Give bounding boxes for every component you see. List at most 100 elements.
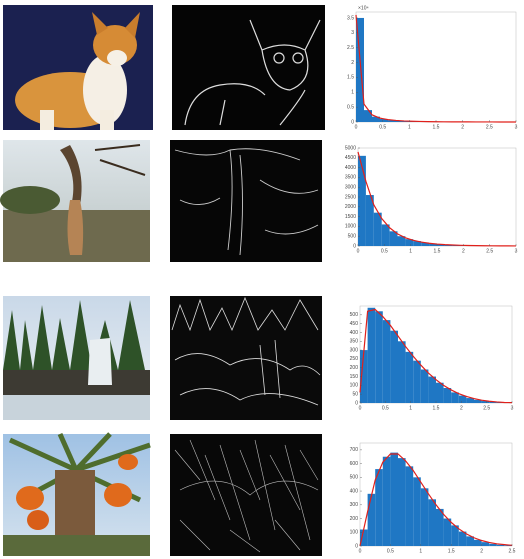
x-tick-label: 1.5 xyxy=(434,248,441,254)
histogram-bar xyxy=(383,320,391,403)
y-tick-label: 2500 xyxy=(345,194,356,200)
y-tick-label: 300 xyxy=(350,347,359,353)
histogram-bar xyxy=(451,392,459,403)
histogram-bar xyxy=(375,311,383,403)
y-tick-label: 0 xyxy=(353,243,356,249)
y-tick-label: 450 xyxy=(350,321,359,327)
x-tick-label: 3 xyxy=(515,124,518,130)
plot-area xyxy=(356,12,516,122)
histogram-bar xyxy=(421,369,429,403)
x-tick-label: 0 xyxy=(357,248,360,254)
x-tick-label: 2.5 xyxy=(509,548,516,554)
edge-map-gazelle xyxy=(170,140,322,262)
y-tick-label: 0 xyxy=(351,119,354,125)
photo-gazelle xyxy=(0,140,150,262)
y-tick-label: 4500 xyxy=(345,155,356,161)
histogram-bar xyxy=(428,499,436,546)
photo-waterfall xyxy=(3,296,150,420)
histogram-chart: 0 0.5 1 1.5 2 2.5 3 0 0.5 1 1.5 2 2.5 3 3.5 ×10⁴ xyxy=(347,5,518,130)
x-tick-label: 2 xyxy=(460,405,463,411)
x-tick-label: 0.5 xyxy=(379,124,386,130)
histogram-bar xyxy=(436,383,444,403)
y-tick-label: 0.5 xyxy=(347,104,354,110)
x-tick-label: 0 xyxy=(355,124,358,130)
y-tick-label: 100 xyxy=(350,383,359,389)
histogram-bar xyxy=(459,396,467,403)
histogram-bar xyxy=(444,519,452,546)
histogram-bar xyxy=(444,388,452,403)
edge-map-palm xyxy=(170,434,322,556)
x-tick-label: 2 xyxy=(480,548,483,554)
y-tick-label: 600 xyxy=(350,461,359,467)
y-tick-label: 3 xyxy=(351,30,354,36)
histogram-bar xyxy=(413,477,421,546)
histogram-bar xyxy=(382,224,390,246)
y-tick-label: 250 xyxy=(350,356,359,362)
y-tick-label: 400 xyxy=(350,330,359,336)
x-tick-label: 0.5 xyxy=(382,405,389,411)
histogram-bar xyxy=(406,352,414,403)
y-tick-label: 200 xyxy=(350,365,359,371)
x-tick-label: 2 xyxy=(462,248,465,254)
histogram-bar xyxy=(398,458,406,546)
photo-palm xyxy=(3,434,150,556)
x-tick-label: 2.5 xyxy=(486,248,493,254)
histogram-bar xyxy=(474,540,482,546)
histogram-bar xyxy=(368,494,376,546)
x-tick-label: 2.5 xyxy=(486,124,493,130)
figure: 0 0.5 1 1.5 2 2.5 3 0 0.5 1 1.5 2 2.5 3 3.5 ×10⁴ 0 0.5 1 1.… xyxy=(0,0,524,559)
y-tick-label: 2 xyxy=(351,60,354,66)
y-tick-label: 1.5 xyxy=(347,75,354,81)
histogram-bar xyxy=(368,308,376,403)
y-tick-label: 3500 xyxy=(345,175,356,181)
x-tick-label: 3 xyxy=(515,248,518,254)
y-tick-label: 1000 xyxy=(345,224,356,230)
y-tick-label: 0 xyxy=(355,543,358,549)
y-tick-label: 2000 xyxy=(345,204,356,210)
y-tick-label: 5000 xyxy=(345,145,356,151)
y-tick-label: 500 xyxy=(348,234,357,240)
histogram-bar xyxy=(383,457,391,546)
histogram-bar xyxy=(436,509,444,546)
y-tick-label: 4000 xyxy=(345,165,356,171)
x-tick-label: 0.5 xyxy=(381,248,388,254)
histogram-panels: 0 0.5 1 1.5 2 2.5 3 0 0.5 1 1.5 2 2.5 3 3.5 ×10⁴ 0 0.5 1 1.… xyxy=(345,5,518,554)
histogram-bar xyxy=(421,488,429,546)
x-tick-label: 0.5 xyxy=(387,548,394,554)
y-tick-label: 400 xyxy=(350,488,359,494)
y-tick-label: 700 xyxy=(350,447,359,453)
y-tick-label: 1 xyxy=(351,90,354,96)
y-tick-label: 50 xyxy=(352,392,358,398)
histogram-bar xyxy=(390,331,398,403)
y-tick-label: 350 xyxy=(350,339,359,345)
x-tick-label: 1.5 xyxy=(448,548,455,554)
x-tick-label: 2.5 xyxy=(483,405,490,411)
y-tick-label: 500 xyxy=(350,475,359,481)
x-tick-label: 2 xyxy=(461,124,464,130)
edge-map-corgi xyxy=(172,5,325,130)
x-tick-label: 0 xyxy=(359,405,362,411)
y-tick-label: 200 xyxy=(350,516,359,522)
histogram-bar xyxy=(428,377,436,403)
x-tick-label: 0 xyxy=(359,548,362,554)
histogram-bar xyxy=(375,469,383,546)
x-tick-label: 3 xyxy=(511,405,514,411)
y-tick-label: 1500 xyxy=(345,214,356,220)
y-tick-label: 3.5 xyxy=(347,15,354,21)
y-tick-label: 2.5 xyxy=(347,45,354,51)
x-tick-label: 1.5 xyxy=(433,124,440,130)
y-tick-label: 500 xyxy=(350,312,359,318)
x-tick-label: 1 xyxy=(409,405,412,411)
histogram-bar xyxy=(406,466,414,546)
y-tick-label: 3000 xyxy=(345,185,356,191)
histogram-bar xyxy=(358,156,366,246)
x-tick-label: 1 xyxy=(408,124,411,130)
histogram-bar xyxy=(398,341,406,403)
edge-map-waterfall xyxy=(170,296,322,420)
x-tick-label: 1.5 xyxy=(433,405,440,411)
x-tick-label: 1 xyxy=(419,548,422,554)
histogram-bar xyxy=(390,453,398,546)
y-multiplier: ×10⁴ xyxy=(358,5,369,11)
